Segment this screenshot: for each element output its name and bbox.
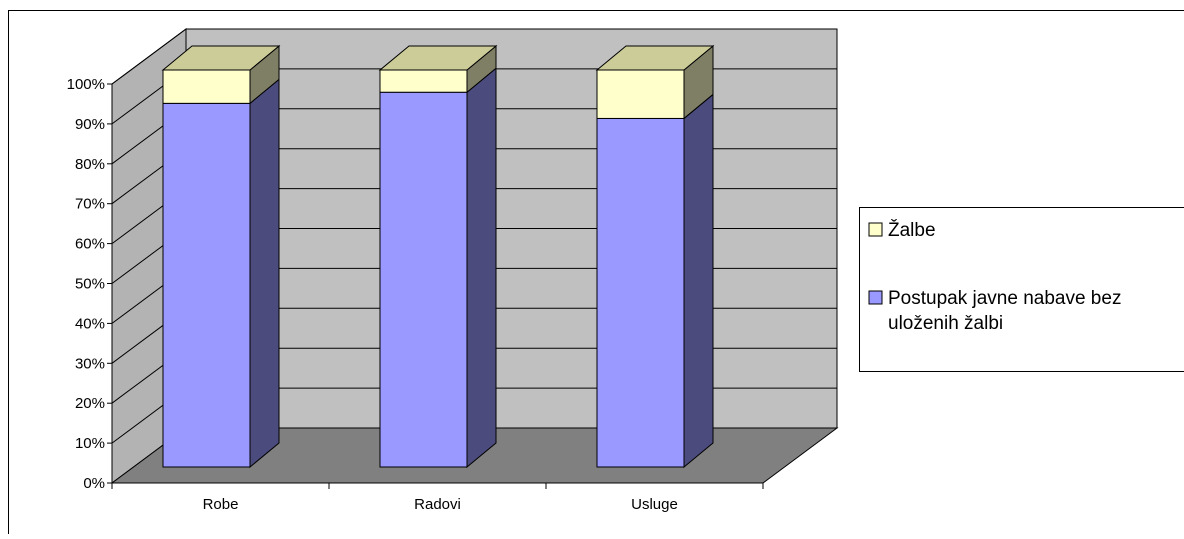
bar-front bbox=[380, 70, 467, 92]
legend: Žalbe Postupak javne nabave bez uloženih… bbox=[860, 208, 1184, 372]
legend-swatch-postupak bbox=[869, 291, 882, 304]
y-tick-label: 20% bbox=[75, 395, 105, 412]
y-tick-label: 80% bbox=[75, 156, 105, 173]
bar-side bbox=[250, 79, 279, 467]
y-tick-label: 90% bbox=[75, 116, 105, 133]
bar-front bbox=[163, 70, 250, 103]
y-tick-label: 40% bbox=[75, 315, 105, 332]
bar-front bbox=[597, 118, 684, 467]
x-tick-labels: Robe Radovi Usluge bbox=[203, 496, 678, 513]
x-tick-label: Usluge bbox=[631, 496, 678, 513]
y-tick-label: 30% bbox=[75, 355, 105, 372]
bars bbox=[163, 46, 713, 467]
x-tick-label: Robe bbox=[203, 496, 239, 513]
bar-front bbox=[597, 70, 684, 118]
y-tick-label: 50% bbox=[75, 276, 105, 293]
y-tick-label: 10% bbox=[75, 435, 105, 452]
y-tick-label: 0% bbox=[83, 475, 105, 492]
y-tick-label: 70% bbox=[75, 196, 105, 213]
bar-side bbox=[467, 68, 496, 467]
legend-label-postupak-line2: uloženih žalbi bbox=[888, 313, 1003, 334]
x-tick-label: Radovi bbox=[414, 496, 461, 513]
bar-front bbox=[380, 92, 467, 467]
legend-label-zalbe: Žalbe bbox=[888, 219, 936, 241]
bar-side bbox=[684, 94, 713, 467]
bar-front bbox=[163, 103, 250, 467]
legend-swatch-zalbe bbox=[869, 223, 882, 236]
y-tick-label: 100% bbox=[67, 76, 105, 93]
y-tick-label: 60% bbox=[75, 236, 105, 253]
y-tick-labels: 0% 10% 20% 30% 40% 50% 60% 70% 80% 90% 100% bbox=[67, 76, 105, 492]
legend-label-postupak-line1: Postupak javne nabave bez bbox=[888, 288, 1121, 309]
